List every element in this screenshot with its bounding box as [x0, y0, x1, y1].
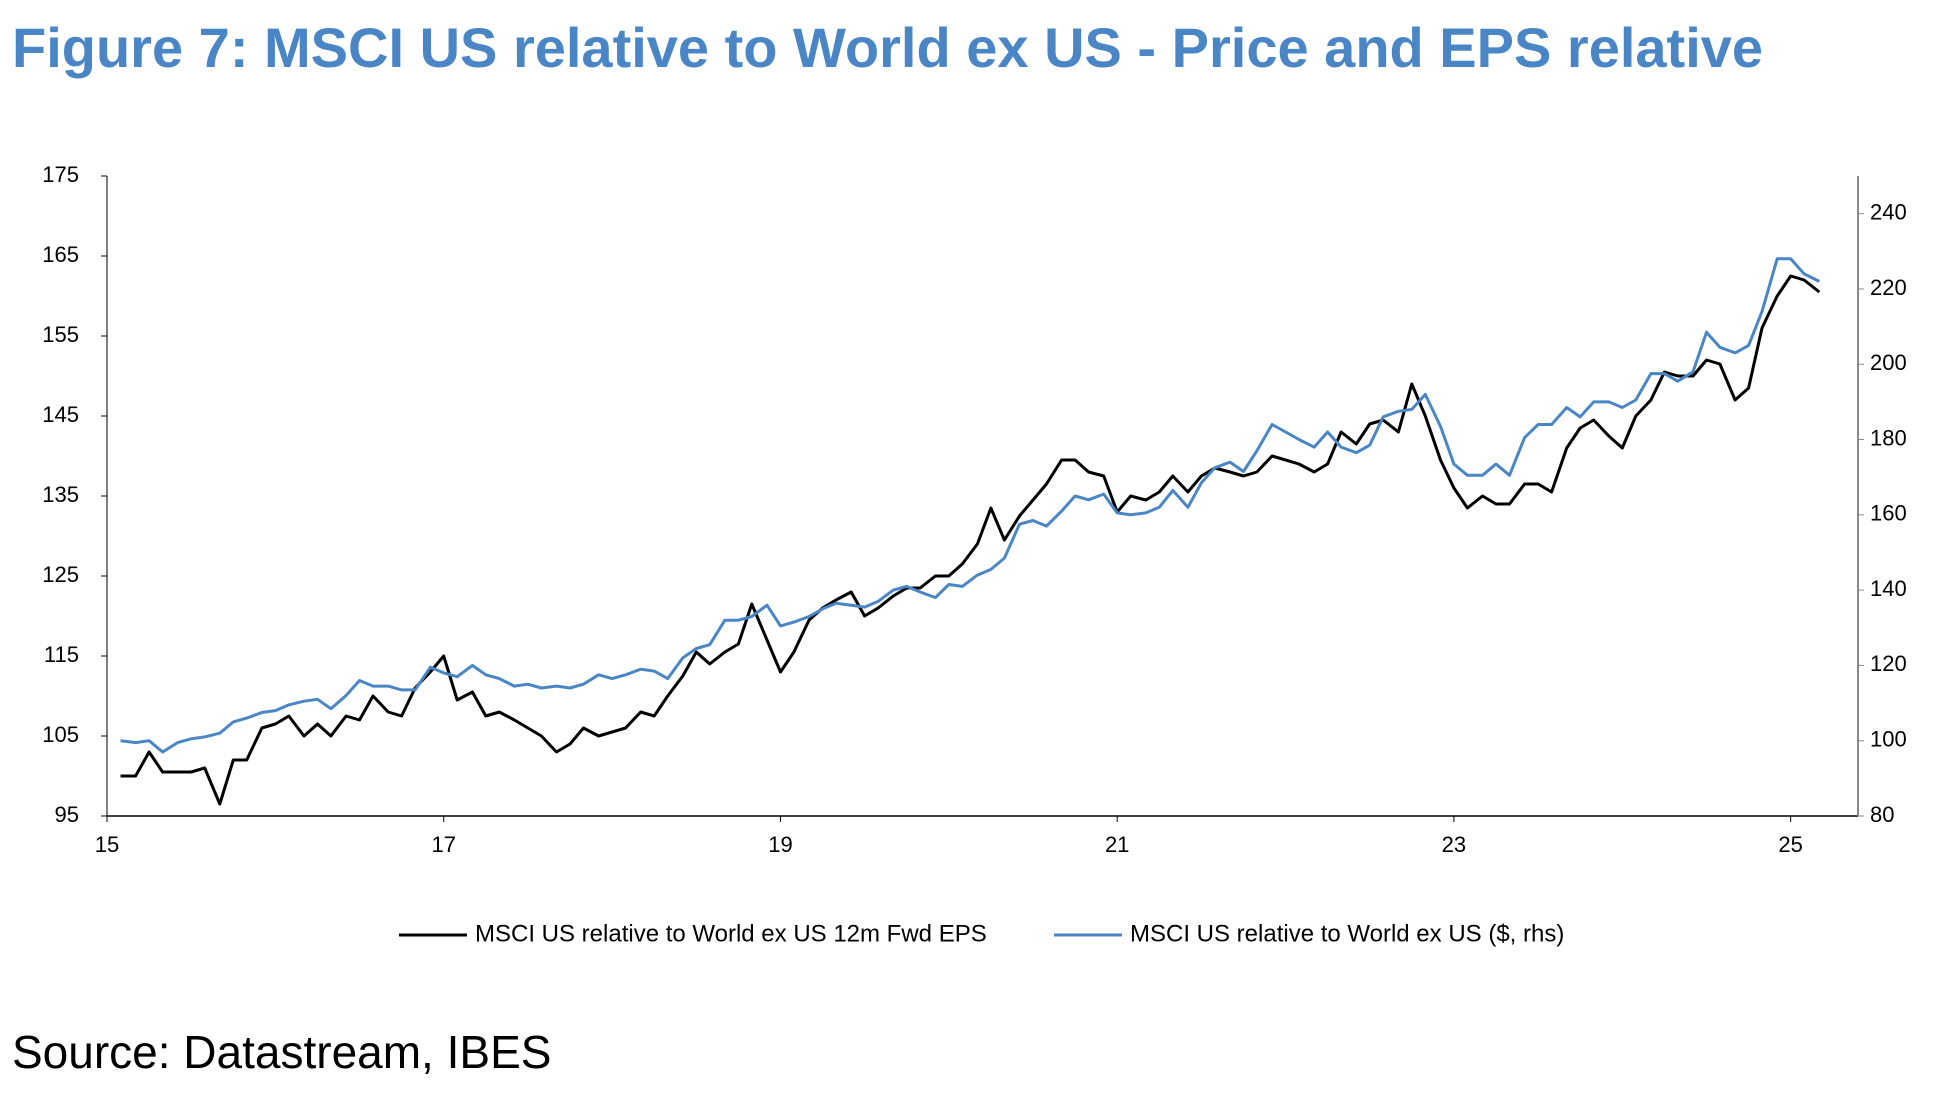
- series-line: [120, 257, 1820, 754]
- x-tick-label: 17: [431, 832, 455, 857]
- x-tick-label: 23: [1442, 832, 1466, 857]
- y2-tick-label: 100: [1870, 727, 1907, 752]
- legend-label: MSCI US relative to World ex US ($, rhs): [1130, 920, 1564, 947]
- y2-tick-label: 200: [1870, 350, 1907, 375]
- y-tick-label: 165: [42, 242, 79, 267]
- source-note: Source: Datastream, IBES: [12, 1026, 551, 1078]
- x-tick-label: 21: [1105, 832, 1129, 857]
- y2-tick-label: 160: [1870, 501, 1907, 526]
- y2-tick-label: 220: [1870, 275, 1907, 300]
- y-tick-label: 175: [42, 162, 79, 187]
- y2-tick-label: 140: [1870, 576, 1907, 601]
- y2-tick-label: 240: [1870, 199, 1907, 224]
- y-tick-label: 145: [42, 402, 79, 427]
- y-tick-label: 115: [44, 642, 79, 667]
- y-tick-label: 135: [42, 482, 79, 507]
- y-tick-label: 155: [42, 322, 79, 347]
- y-tick-label: 125: [42, 562, 79, 587]
- x-tick-label: 19: [768, 832, 792, 857]
- y2-tick-label: 120: [1870, 651, 1907, 676]
- y-tick-label: 95: [55, 802, 79, 827]
- series-line: [120, 274, 1821, 806]
- chart-title: Figure 7: MSCI US relative to World ex U…: [12, 16, 1763, 79]
- y2-tick-label: 80: [1870, 802, 1894, 827]
- y2-tick-label: 180: [1870, 425, 1907, 450]
- x-tick-label: 15: [95, 832, 119, 857]
- y-tick-label: 105: [42, 722, 79, 747]
- x-tick-label: 25: [1778, 832, 1802, 857]
- legend-label: MSCI US relative to World ex US 12m Fwd …: [475, 920, 987, 947]
